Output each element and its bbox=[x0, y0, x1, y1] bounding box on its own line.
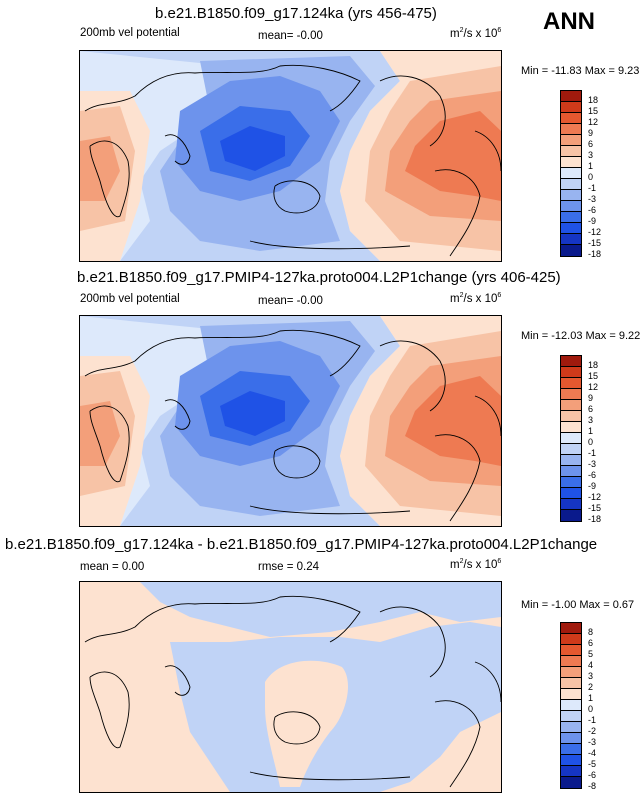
cb-label: 1 bbox=[588, 161, 594, 171]
cb-label: 1 bbox=[588, 693, 594, 703]
panel-1-mean-label: mean= -0.00 bbox=[258, 30, 323, 42]
panel-3-rmse-label: rmse = 0.24 bbox=[258, 561, 320, 573]
cb-label: -3 bbox=[588, 737, 597, 747]
cb-label: -15 bbox=[588, 503, 602, 513]
cb-label: 15 bbox=[588, 371, 599, 381]
panel-2-pos-left6 bbox=[80, 401, 120, 466]
panel-1-pos-left6 bbox=[80, 136, 120, 201]
cb-label: 9 bbox=[588, 128, 594, 138]
cb-label: 12 bbox=[588, 382, 599, 392]
cb-label: -1 bbox=[588, 448, 597, 458]
panel-3-pos-pacific bbox=[265, 660, 349, 787]
panel-1-map bbox=[79, 50, 502, 262]
panel-2-colorbar bbox=[560, 355, 582, 522]
cb-label: -18 bbox=[588, 249, 602, 259]
cb-label: 12 bbox=[588, 117, 599, 127]
panel-1-units: m2/s x 106 bbox=[450, 27, 502, 40]
panel-1-left-label: 200mb vel potential bbox=[80, 27, 180, 39]
panel-2-minmax: Min = -12.03 Max = 9.22 bbox=[521, 330, 641, 342]
cb-label: 0 bbox=[588, 437, 594, 447]
cb-label: 4 bbox=[588, 660, 594, 670]
panel-3-minmax: Min = -1.00 Max = 0.67 bbox=[521, 599, 635, 611]
cb-label: -12 bbox=[588, 227, 602, 237]
panel-3-mean-label: mean = 0.00 bbox=[80, 561, 145, 573]
panel-1-neg12 bbox=[220, 126, 285, 171]
panel-1-colorbar bbox=[560, 90, 582, 257]
panel-2-map-svg bbox=[80, 316, 501, 526]
cb-label: 3 bbox=[588, 415, 594, 425]
cb-label: 5 bbox=[588, 649, 594, 659]
cb-label: 6 bbox=[588, 404, 594, 414]
panel-2-title: b.e21.B1850.f09_g17.PMIP4-127ka.proto004… bbox=[77, 269, 561, 286]
panel-2-coastlines bbox=[84, 329, 501, 522]
cb-label: 6 bbox=[588, 638, 594, 648]
panel-2-mean-label: mean= -0.00 bbox=[258, 295, 323, 307]
panel-1-map-svg bbox=[80, 51, 501, 261]
cb-label: -5 bbox=[588, 759, 597, 769]
cb-label: 0 bbox=[588, 172, 594, 182]
panel-2-left-label: 200mb vel potential bbox=[80, 293, 180, 305]
cb-label: -2 bbox=[588, 726, 597, 736]
panel-1-title: b.e21.B1850.f09_g17.124ka (yrs 456-475) bbox=[155, 5, 437, 22]
cb-label: -9 bbox=[588, 481, 597, 491]
cb-label: 3 bbox=[588, 671, 594, 681]
cb-label: -8 bbox=[588, 781, 597, 791]
panel-3-map bbox=[79, 581, 502, 793]
panel-3-coastlines bbox=[84, 595, 501, 788]
panel-3-map-svg bbox=[80, 582, 501, 792]
cb-label: -6 bbox=[588, 470, 597, 480]
panel-3-neg1-top bbox=[140, 582, 501, 637]
season-label: ANN bbox=[543, 8, 595, 35]
cb-label: 8 bbox=[588, 627, 594, 637]
panel-1-coastlines bbox=[84, 64, 501, 257]
cb-label: 18 bbox=[588, 360, 599, 370]
cb-label: -3 bbox=[588, 194, 597, 204]
cb-label: 9 bbox=[588, 393, 594, 403]
cb-label: 18 bbox=[588, 95, 599, 105]
cb-label: -1 bbox=[588, 715, 597, 725]
panel-1-pos-right9 bbox=[405, 111, 501, 201]
cb-label: 2 bbox=[588, 682, 594, 692]
cb-label: -1 bbox=[588, 183, 597, 193]
panel-1-minmax: Min = -11.83 Max = 9.23 bbox=[521, 65, 640, 77]
cb-label: -3 bbox=[588, 459, 597, 469]
cb-label: 1 bbox=[588, 426, 594, 436]
panel-3-colorbar bbox=[560, 622, 582, 789]
cb-label: -4 bbox=[588, 748, 597, 758]
cb-label: -6 bbox=[588, 770, 597, 780]
panel-3-units: m2/s x 106 bbox=[450, 558, 502, 571]
cb-label: -12 bbox=[588, 492, 602, 502]
panel-2-map bbox=[79, 315, 502, 527]
panel-2-units: m2/s x 106 bbox=[450, 292, 502, 305]
cb-label: -6 bbox=[588, 205, 597, 215]
cb-label: 3 bbox=[588, 150, 594, 160]
cb-label: -18 bbox=[588, 514, 602, 524]
cb-label: -15 bbox=[588, 238, 602, 248]
panel-2-pos-right9 bbox=[405, 376, 501, 466]
cb-label: 15 bbox=[588, 106, 599, 116]
cb-label: -9 bbox=[588, 216, 597, 226]
cb-label: 6 bbox=[588, 139, 594, 149]
panel-3-title: b.e21.B1850.f09_g17.124ka - b.e21.B1850.… bbox=[5, 536, 598, 553]
cb-label: 0 bbox=[588, 704, 594, 714]
panel-2-neg12 bbox=[220, 391, 285, 436]
